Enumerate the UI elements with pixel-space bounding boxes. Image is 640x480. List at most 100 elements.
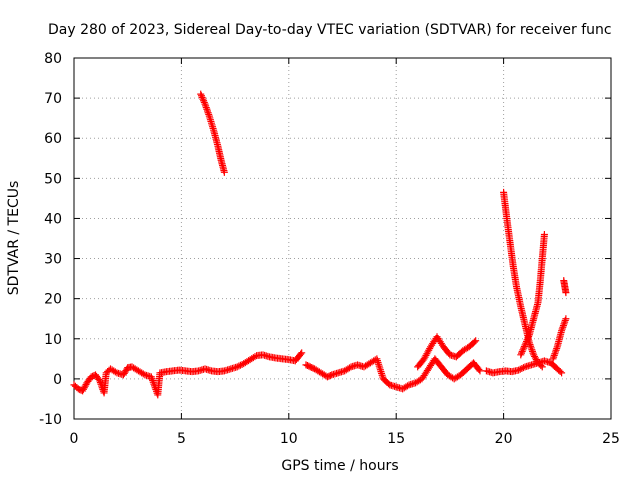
data-point [95,375,103,383]
data-point [527,344,535,352]
x-tick-label: 5 [177,431,186,447]
data-point [203,105,211,113]
data-point [200,97,208,105]
y-tick-label: -10 [39,412,62,428]
data-point [79,385,87,393]
data-point [561,316,569,324]
data-point [81,382,89,390]
axis-ticks: 0 5 10 15 20 25 -10 0 10 20 30 40 50 60 70 80 [39,51,620,447]
data-point [561,318,569,326]
data-point [556,368,564,376]
data-point [525,332,533,340]
data-point [551,350,559,358]
data-point [235,362,243,370]
y-tick-label: 80 [44,51,62,67]
data-point [553,345,561,353]
data-point [201,100,209,108]
data-point [80,384,88,392]
data-point [559,323,567,331]
y-tick-label: 70 [44,91,62,107]
y-tick-label: 10 [44,332,62,348]
data-point [515,366,523,374]
data-point [297,350,305,358]
data-point [552,346,560,354]
data-point [550,353,558,361]
data-point [472,337,480,345]
data-point [202,104,210,112]
data-point [560,320,568,328]
data-point [518,349,525,357]
data-point [537,362,545,370]
series-baseline-mid [302,355,484,393]
data-point [558,327,566,335]
data-point [529,349,537,357]
x-tick-label: 15 [387,431,405,447]
data-point [198,93,206,101]
x-tick-label: 20 [495,431,513,447]
series-baseline-early [70,349,306,399]
data-point [519,346,527,354]
data-point [523,337,531,345]
x-tick-label: 25 [602,431,620,447]
data-point [233,363,241,371]
data-point [199,95,207,103]
data-point [205,110,213,118]
data-point [517,351,525,359]
data-points [70,90,570,399]
y-tick-label: 50 [44,171,62,187]
data-point [518,364,526,372]
data-point [298,349,306,357]
data-point [520,342,528,350]
series-spike-22h [517,230,548,359]
y-tick-label: 40 [44,211,62,227]
data-point [531,354,539,362]
data-point [562,315,570,323]
series-isolated-23h [560,277,570,297]
x-axis-label: GPS time / hours [281,458,398,474]
data-point [197,92,205,100]
data-point [518,347,526,355]
data-point [527,342,535,350]
data-point [519,364,527,372]
data-point [525,331,533,339]
data-point [530,351,538,359]
series-spike-6h [197,90,228,176]
data-point [558,369,566,377]
x-tick-label: 0 [70,431,79,447]
data-point [470,338,478,346]
data-point [523,336,531,344]
data-point [251,353,259,361]
data-point [558,325,566,333]
y-tick-label: 0 [53,372,62,388]
data-point [522,339,530,347]
data-point [326,372,334,380]
data-point [538,363,546,371]
data-point [111,368,119,376]
data-point [403,382,411,390]
data-point [475,366,483,374]
data-point [528,347,536,355]
data-point [521,341,529,349]
plot-frame [73,57,612,420]
data-point [528,346,536,354]
series-rise-16-19h [414,333,480,371]
data-point [197,90,205,98]
series-arc-22-23h [549,315,570,363]
grid [74,58,611,419]
data-point [79,387,87,395]
data-point [520,344,528,352]
data-point [139,370,147,378]
data-point [531,352,539,360]
data-point [309,364,317,372]
data-point [559,322,567,330]
data-point [476,367,484,375]
data-point [551,348,559,356]
data-point [524,334,532,342]
data-point [202,102,210,110]
y-tick-label: 30 [44,252,62,268]
data-point [220,168,228,176]
y-axis-label: SDTVAR / TECUs [6,181,22,296]
y-tick-label: 60 [44,131,62,147]
x-tick-label: 10 [280,431,298,447]
